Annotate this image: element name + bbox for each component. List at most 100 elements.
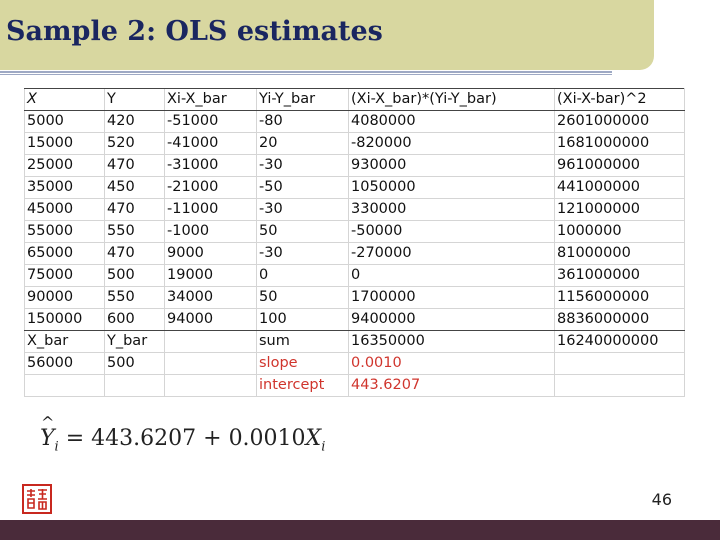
table-cell: 443.6207 xyxy=(348,374,555,397)
table-cell: 65000 xyxy=(24,242,105,265)
table-row: intercept 443.6207 xyxy=(24,374,685,397)
table-cell: 4080000 xyxy=(348,110,555,133)
table-row: 5000 420 -51000 -80 4080000 2601000000 xyxy=(24,110,685,133)
table-cell: -41000 xyxy=(164,132,257,155)
slide-title: Sample 2: OLS estimates xyxy=(6,16,383,47)
table-cell: 9400000 xyxy=(348,308,555,331)
table-cell: 1000000 xyxy=(554,220,685,243)
table-cell: 550 xyxy=(104,220,165,243)
table-cell: -270000 xyxy=(348,242,555,265)
footer-bar xyxy=(0,520,720,540)
table-cell: -820000 xyxy=(348,132,555,155)
table-row: 45000 470 -11000 -30 330000 121000000 xyxy=(24,198,685,221)
table-header-cell: X xyxy=(24,88,105,111)
page-number: 46 xyxy=(651,490,672,509)
plus-sign: + xyxy=(203,426,222,451)
table-cell: -30 xyxy=(256,242,349,265)
table-cell: 55000 xyxy=(24,220,105,243)
table-cell: 45000 xyxy=(24,198,105,221)
red-seal-stamp-icon xyxy=(22,484,52,514)
table-row: 55000 550 -1000 50 -50000 1000000 xyxy=(24,220,685,243)
table-row: 56000 500 slope 0.0010 xyxy=(24,352,685,375)
table-cell: sum xyxy=(256,330,349,353)
table-cell: 75000 xyxy=(24,264,105,287)
table-cell: 0 xyxy=(348,264,555,287)
table-cell: X_bar xyxy=(24,330,105,353)
table-cell: Y_bar xyxy=(104,330,165,353)
table-cell: 330000 xyxy=(348,198,555,221)
table-cell: intercept xyxy=(256,374,349,397)
table-cell: 25000 xyxy=(24,154,105,177)
equals-sign: = xyxy=(65,426,85,451)
table-cell: 56000 xyxy=(24,352,105,375)
table-cell: 50 xyxy=(256,286,349,309)
ols-table: X Y Xi-X_bar Yi-Y_bar (Xi-X_bar)*(Yi-Y_bar)(… xyxy=(24,88,685,397)
table-row: 25000 470 -31000 -30 930000 961000000 xyxy=(24,154,685,177)
table-cell: 35000 xyxy=(24,176,105,199)
title-divider-thin xyxy=(0,74,612,75)
lhs-subscript: i xyxy=(54,439,59,455)
y-hat-symbol: Y ^ xyxy=(40,413,55,451)
table-cell: 0.0010 xyxy=(348,352,555,375)
table-cell: 2601000000 xyxy=(554,110,685,133)
table-header-cell: (Xi-X_bar)*(Yi-Y_bar) xyxy=(348,88,555,111)
table-cell: 500 xyxy=(104,264,165,287)
title-bar: Sample 2: OLS estimates xyxy=(0,0,654,70)
table-cell: 50 xyxy=(256,220,349,243)
table-cell xyxy=(164,330,257,353)
table-cell: 8836000000 xyxy=(554,308,685,331)
table-cell: 121000000 xyxy=(554,198,685,221)
table-cell: slope xyxy=(256,352,349,375)
table-row: 35000 450 -21000 -50 1050000 441000000 xyxy=(24,176,685,199)
table-cell: -21000 xyxy=(164,176,257,199)
table-header-cell: Yi-Y_bar xyxy=(256,88,349,111)
table-cell: 520 xyxy=(104,132,165,155)
x-symbol: X xyxy=(305,426,322,451)
table-cell: 16350000 xyxy=(348,330,555,353)
table-row: 150000 600 94000 100 9400000 8836000000 xyxy=(24,308,685,331)
table-cell xyxy=(164,352,257,375)
table-header-cell: Y xyxy=(104,88,165,111)
table-cell xyxy=(554,352,685,375)
table-cell: 150000 xyxy=(24,308,105,331)
table-cell: 550 xyxy=(104,286,165,309)
rhs-subscript: i xyxy=(321,439,326,455)
table-cell: 16240000000 xyxy=(554,330,685,353)
table-cell: 450 xyxy=(104,176,165,199)
table-cell: -50 xyxy=(256,176,349,199)
table-cell: 470 xyxy=(104,154,165,177)
table-cell: 100 xyxy=(256,308,349,331)
table-row: X_bar Y_bar sum 16350000 16240000000 xyxy=(24,330,685,353)
table-cell: 470 xyxy=(104,198,165,221)
table-cell xyxy=(554,374,685,397)
table-row: 75000 500 19000 0 0 361000000 xyxy=(24,264,685,287)
table-cell xyxy=(104,374,165,397)
table-cell xyxy=(24,374,105,397)
table-cell: -51000 xyxy=(164,110,257,133)
table-cell xyxy=(164,374,257,397)
table-row: 90000 550 34000 50 1700000 1156000000 xyxy=(24,286,685,309)
table-header-row: X Y Xi-X_bar Yi-Y_bar (Xi-X_bar)*(Yi-Y_bar)(… xyxy=(24,88,685,111)
table-cell: 0 xyxy=(256,264,349,287)
table-cell: 600 xyxy=(104,308,165,331)
table-cell: -11000 xyxy=(164,198,257,221)
table-cell: 361000000 xyxy=(554,264,685,287)
table-cell: 20 xyxy=(256,132,349,155)
hat-accent: ^ xyxy=(41,413,55,432)
table-header-cell: Xi-X_bar xyxy=(164,88,257,111)
table-cell: 470 xyxy=(104,242,165,265)
table-cell: 961000000 xyxy=(554,154,685,177)
table-cell: 9000 xyxy=(164,242,257,265)
table-cell: 1050000 xyxy=(348,176,555,199)
table-cell: 81000000 xyxy=(554,242,685,265)
table-cell: 5000 xyxy=(24,110,105,133)
table-row: 65000 470 9000 -30 -270000 81000000 xyxy=(24,242,685,265)
table-cell: 1681000000 xyxy=(554,132,685,155)
table-cell: -31000 xyxy=(164,154,257,177)
intercept-value: 443.6207 xyxy=(91,426,197,451)
table-cell: 1156000000 xyxy=(554,286,685,309)
regression-equation: Y ^ i = 443.6207 + 0.0010Xi xyxy=(40,413,326,455)
table-cell: -30 xyxy=(256,198,349,221)
table-cell: 15000 xyxy=(24,132,105,155)
table-cell: 500 xyxy=(104,352,165,375)
